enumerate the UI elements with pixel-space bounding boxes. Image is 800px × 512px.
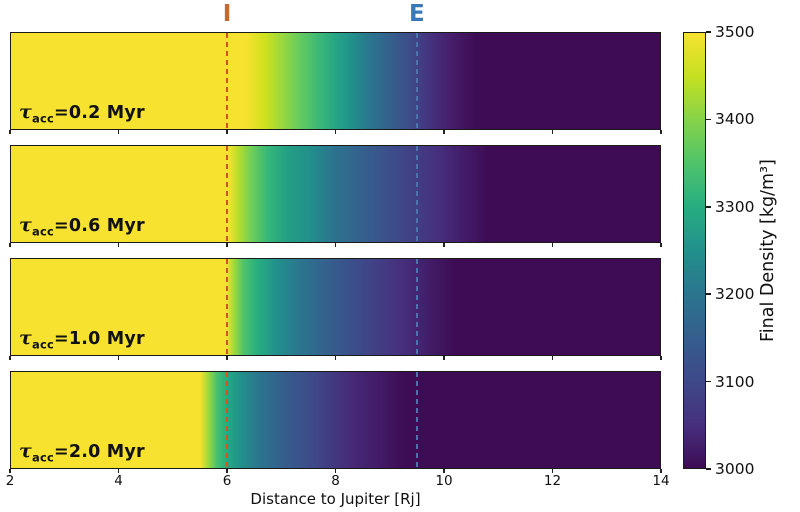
panel-label-3: τacc=1.0 Myr: [19, 327, 145, 352]
E-line: [415, 259, 418, 355]
heatmap-panel-2: τacc=0.6 Myr: [10, 145, 661, 243]
x-tick-mark: [117, 130, 120, 134]
x-tick-mark: [334, 243, 337, 247]
colorbar-tick-mark: [706, 118, 711, 121]
tau-subscript: acc: [31, 224, 54, 238]
colorbar-tick-mark: [706, 380, 711, 383]
x-tick-label: 12: [543, 473, 562, 489]
tau-symbol: τ: [19, 100, 32, 123]
x-tick-label: 4: [114, 473, 123, 489]
tau-subscript: acc: [31, 450, 54, 464]
x-tick-mark: [334, 356, 337, 360]
x-tick-mark: [660, 130, 662, 134]
x-tick-mark: [226, 243, 228, 247]
x-tick-mark: [551, 469, 554, 473]
x-tick-mark: [443, 130, 445, 134]
x-tick-label: 10: [435, 473, 453, 489]
tau-value-text: =1.0 Myr: [53, 328, 145, 349]
colorbar-tick-label: 3000: [715, 460, 755, 478]
x-tick-mark: [226, 130, 228, 134]
colorbar-tick-label: 3200: [715, 285, 755, 304]
x-tick-mark: [443, 356, 445, 360]
tau-symbol: τ: [19, 439, 32, 462]
panel-label-1: τacc=0.2 Myr: [19, 101, 145, 126]
colorbar-tick-label: 3400: [715, 110, 755, 129]
x-tick-mark: [9, 469, 11, 473]
x-tick-label: 6: [222, 473, 232, 489]
x-tick-mark: [9, 356, 11, 360]
tau-value-text: =0.2 Myr: [53, 102, 145, 123]
x-tick-label: 2: [5, 473, 15, 489]
colorbar-tick-mark: [706, 293, 711, 295]
heatmap-panel-4: τacc=2.0 Myr: [10, 371, 661, 469]
I-line: [226, 372, 229, 468]
colorbar-tick-label: 3300: [715, 197, 755, 216]
x-tick-mark: [443, 243, 445, 247]
x-tick-mark: [443, 469, 445, 473]
I-line: [226, 33, 229, 129]
x-tick-mark: [551, 130, 554, 134]
E-line: [415, 372, 418, 468]
E-line: [415, 33, 418, 129]
x-tick-mark: [660, 469, 662, 473]
tau-symbol: τ: [19, 326, 32, 349]
colorbar-tick-mark: [706, 468, 711, 470]
x-tick-mark: [660, 356, 662, 360]
x-tick-mark: [551, 243, 554, 247]
heatmap-panel-1: τacc=0.2 Myr: [10, 32, 661, 130]
x-tick-mark: [117, 356, 120, 360]
colorbar-tick-mark: [706, 206, 711, 208]
panel-label-2: τacc=0.6 Myr: [19, 214, 145, 239]
tau-value-text: =2.0 Myr: [53, 441, 145, 462]
E-line: [415, 146, 418, 242]
x-tick-mark: [9, 130, 11, 134]
x-tick-label: 14: [652, 473, 670, 489]
tau-subscript: acc: [31, 111, 54, 125]
top-marker-E: E: [409, 1, 425, 27]
colorbar: [683, 32, 706, 469]
heatmap-panel-3: τacc=1.0 Myr: [10, 258, 661, 356]
top-marker-I: I: [222, 1, 232, 27]
x-tick-mark: [660, 243, 662, 247]
x-tick-mark: [117, 469, 120, 473]
tau-value-text: =0.6 Myr: [53, 215, 145, 236]
x-tick-mark: [226, 469, 228, 473]
I-line: [226, 146, 229, 242]
x-tick-mark: [9, 243, 11, 247]
panel-label-4: τacc=2.0 Myr: [19, 440, 145, 465]
x-tick-mark: [226, 356, 228, 360]
x-tick-mark: [551, 356, 554, 360]
x-axis-label: Distance to Jupiter [Rj]: [250, 490, 421, 508]
x-tick-label: 8: [331, 473, 340, 489]
x-tick-mark: [334, 130, 337, 134]
colorbar-tick-label: 3500: [715, 23, 755, 41]
x-tick-mark: [334, 469, 337, 473]
colorbar-label: Final Density [kg/m³]: [758, 159, 778, 342]
I-line: [226, 259, 229, 355]
colorbar-tick-mark: [706, 31, 711, 33]
x-tick-mark: [117, 243, 120, 247]
colorbar-tick-label: 3100: [715, 372, 755, 391]
tau-subscript: acc: [31, 337, 54, 351]
tau-symbol: τ: [19, 213, 32, 236]
